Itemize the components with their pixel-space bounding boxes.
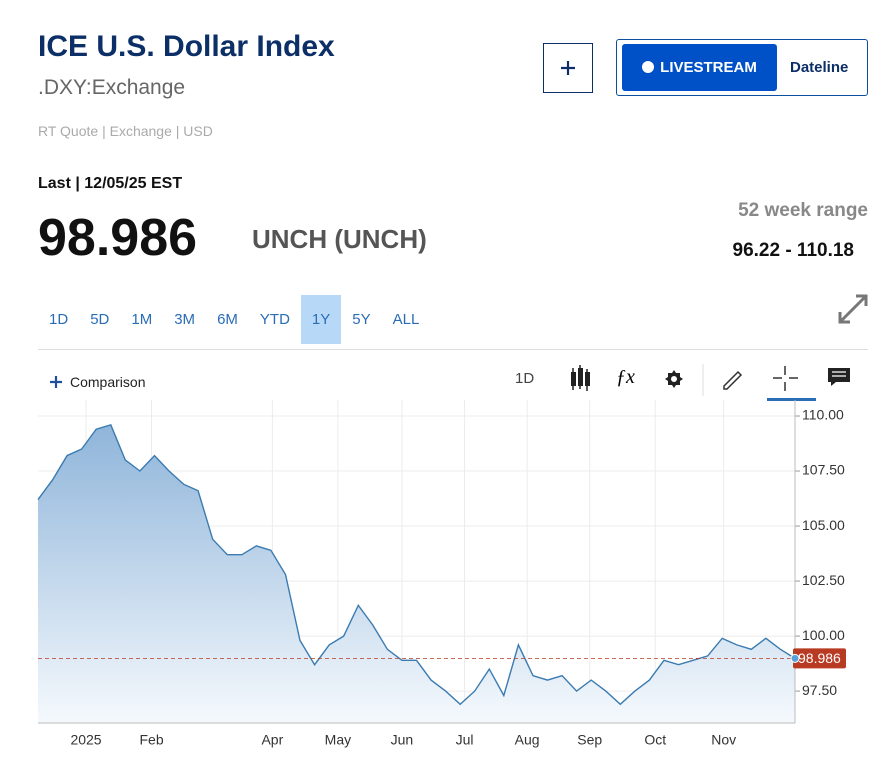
x-tick-label: Nov	[711, 732, 736, 748]
page-title: ICE U.S. Dollar Index	[38, 30, 335, 63]
range-button[interactable]: 5Y	[352, 311, 371, 328]
comment-icon[interactable]	[828, 368, 850, 386]
fx-icon[interactable]: ƒx	[616, 366, 635, 388]
last-price-tag	[793, 648, 846, 669]
x-tick-label: May	[325, 732, 351, 748]
range-button[interactable]: 5D	[90, 311, 110, 328]
range-value: 96.22 - 110.18	[732, 240, 855, 261]
y-tick-label: 102.50	[802, 572, 845, 588]
crosshair-icon[interactable]	[773, 366, 798, 391]
quote-type: RT Quote | Exchange | USD	[38, 123, 213, 139]
x-tick-label: Apr	[261, 732, 283, 748]
x-tick-label: Jun	[391, 732, 414, 748]
y-tick-label: 107.50	[802, 462, 845, 478]
comparison-button[interactable]: Comparison	[70, 374, 146, 390]
x-tick-label: Aug	[515, 732, 540, 748]
y-tick-label: 100.00	[802, 627, 845, 643]
range-button[interactable]: 1Y	[300, 295, 342, 344]
add-button[interactable]	[543, 43, 593, 93]
comparison-plus[interactable]	[48, 374, 64, 390]
live-toggle	[616, 39, 868, 96]
livestream-button[interactable]: LIVESTREAM	[622, 44, 777, 91]
range-button[interactable]: 3M	[174, 311, 196, 328]
dateline-button[interactable]: Dateline	[790, 59, 849, 76]
x-tick-label: Feb	[139, 732, 163, 748]
area-fill	[38, 424, 795, 723]
y-tick-label: 97.50	[802, 682, 837, 698]
plus-icon	[561, 61, 575, 75]
candles-icon[interactable]	[571, 365, 590, 391]
price-change: UNCH (UNCH)	[252, 224, 427, 254]
active-indicator	[767, 398, 816, 401]
range-button[interactable]: 1D	[49, 311, 69, 328]
range-button[interactable]: ALL	[392, 311, 420, 328]
range-button[interactable]: 1M	[131, 311, 153, 328]
chart-toolbar: ƒx	[571, 364, 850, 401]
x-tick-label: Jul	[456, 732, 474, 748]
last-point	[790, 653, 800, 663]
interval-button[interactable]: 1D	[515, 370, 535, 387]
price-line	[37, 423, 796, 706]
last-price-label: 98.986	[798, 650, 841, 666]
x-tick-label: Oct	[644, 732, 666, 748]
livestream-label: LIVESTREAM	[660, 59, 757, 76]
last-label: Last | 12/05/25 EST	[38, 175, 183, 192]
range-label: 52 week range	[738, 200, 868, 221]
range-selector: 1D 5D 1M 3M 6M YTD 1Y 5Y ALL	[38, 295, 430, 344]
expand-icon[interactable]	[836, 292, 870, 326]
draw-icon[interactable]	[723, 370, 743, 390]
x-tick-label: Sep	[577, 732, 602, 748]
range-button[interactable]: 6M	[217, 311, 238, 328]
y-tick-label: 105.00	[802, 517, 845, 533]
y-tick-label: 110.00	[802, 407, 844, 423]
range-button[interactable]: YTD	[259, 311, 290, 328]
last-price: 98.986	[38, 209, 198, 267]
divider	[38, 349, 868, 350]
chart: 97.50 100.00 102.50 105.00 107.50 110.00 2025 F…	[37, 400, 846, 748]
symbol: .DXY:Exchange	[38, 76, 186, 99]
x-tick-label: 2025	[70, 732, 101, 748]
